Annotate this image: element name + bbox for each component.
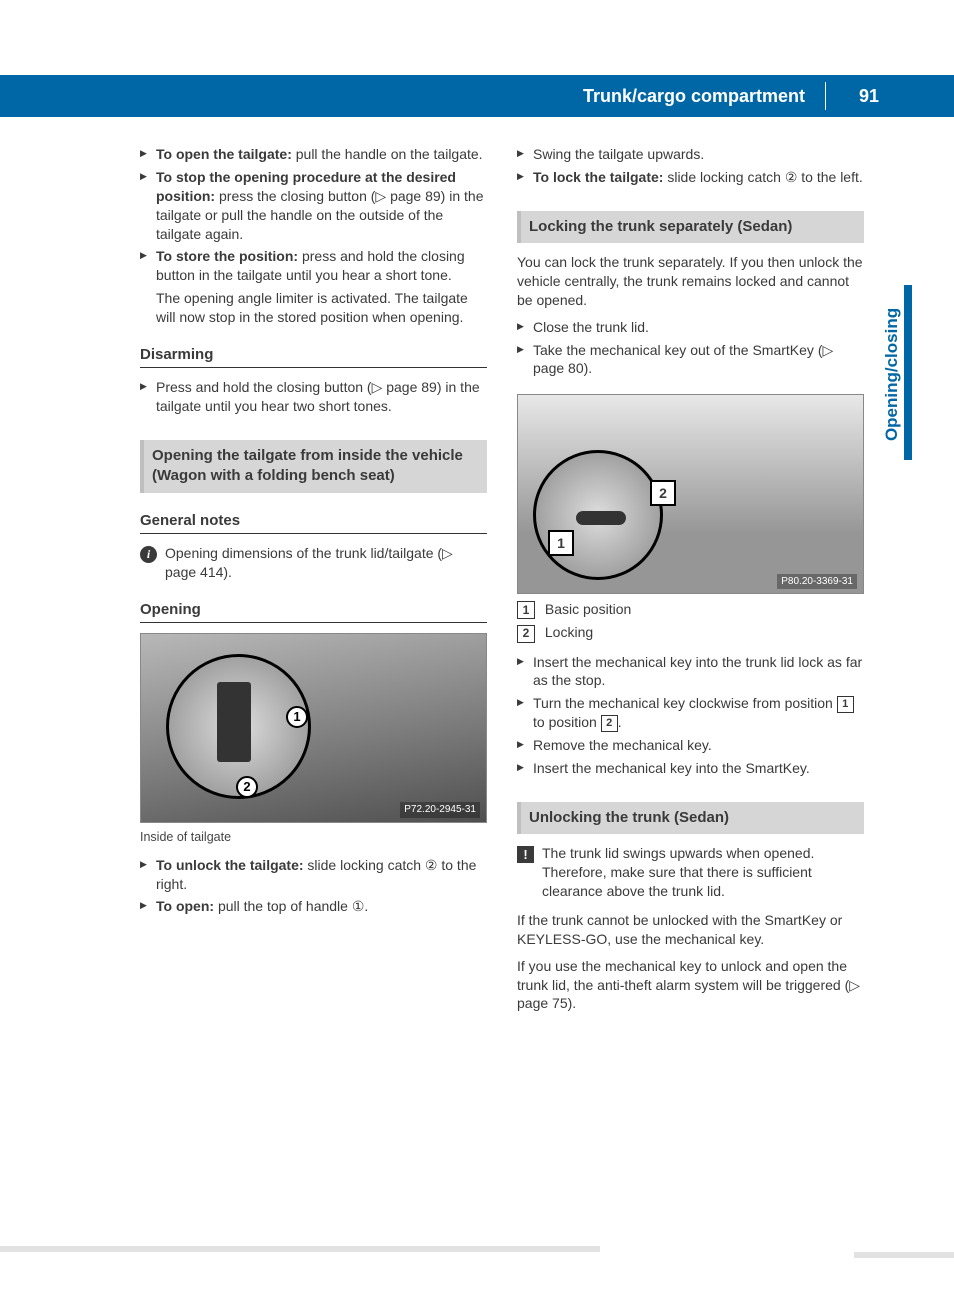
step-list-top-right: Swing the tailgate upwards. To lock the … bbox=[517, 145, 864, 187]
step-item: To open the tailgate: pull the handle on… bbox=[140, 145, 487, 164]
section-heading-opening-inside: Opening the tailgate from inside the veh… bbox=[140, 440, 487, 493]
step-bold: To lock the tailgate: bbox=[533, 169, 663, 185]
warning-text: The trunk lid swings upwards when opened… bbox=[542, 844, 864, 901]
step-list-top-left: To open the tailgate: pull the handle on… bbox=[140, 145, 487, 327]
right-column: Swing the tailgate upwards. To lock the … bbox=[517, 145, 864, 1021]
step-item: To store the position: press and hold th… bbox=[140, 247, 487, 327]
step-item: Insert the mechanical key into the trunk… bbox=[517, 653, 864, 691]
warning-row: ! The trunk lid swings upwards when open… bbox=[517, 844, 864, 901]
figure-code: P80.20-3369-31 bbox=[777, 574, 857, 590]
step-item: To open: pull the top of handle ①. bbox=[140, 897, 487, 916]
side-tab-bar bbox=[904, 285, 912, 460]
opening-heading: Opening bbox=[140, 600, 487, 623]
step-item: Insert the mechanical key into the Smart… bbox=[517, 759, 864, 778]
warning-icon: ! bbox=[517, 846, 534, 863]
header-divider bbox=[825, 82, 826, 110]
step-text: slide locking catch ② to the left. bbox=[663, 169, 862, 185]
left-column: To open the tailgate: pull the handle on… bbox=[140, 145, 487, 1021]
pos-1-icon: 1 bbox=[837, 696, 854, 713]
info-icon: i bbox=[140, 546, 157, 563]
step-bold: To store the position: bbox=[156, 248, 298, 264]
step-item: To unlock the tailgate: slide locking ca… bbox=[140, 856, 487, 894]
locking-steps-2: Insert the mechanical key into the trunk… bbox=[517, 653, 864, 778]
figure-tailgate-inside: 1 2 P72.20-2945-31 bbox=[140, 633, 487, 823]
step-follow: The opening angle limiter is activated. … bbox=[156, 289, 487, 327]
callout-2: 2 bbox=[236, 776, 258, 798]
content-area: To open the tailgate: pull the handle on… bbox=[140, 145, 864, 1021]
info-row: i Opening dimensions of the trunk lid/ta… bbox=[140, 544, 487, 582]
step-item: Press and hold the closing button (▷ pag… bbox=[140, 378, 487, 416]
side-tab-label: Opening/closing bbox=[881, 308, 904, 441]
step-text: pull the handle on the tailgate. bbox=[292, 146, 483, 162]
footer-rule-left bbox=[0, 1246, 600, 1252]
legend-key: 2 bbox=[517, 625, 535, 643]
figure-code: P72.20-2945-31 bbox=[400, 802, 480, 818]
disarming-heading: Disarming bbox=[140, 345, 487, 368]
section-heading-locking-separately: Locking the trunk separately (Sedan) bbox=[517, 211, 864, 243]
step-item: To lock the tailgate: slide locking catc… bbox=[517, 168, 864, 187]
header-title: Trunk/cargo compartment bbox=[583, 84, 825, 108]
figure-handle bbox=[217, 682, 251, 762]
locking-steps-1: Close the trunk lid. Take the mechanical… bbox=[517, 318, 864, 379]
legend-row: 2 Locking bbox=[517, 623, 864, 642]
step-bold: To open the tailgate: bbox=[156, 146, 292, 162]
footer-rule-right bbox=[854, 1252, 954, 1258]
legend-key: 1 bbox=[517, 601, 535, 619]
legend-label: Basic position bbox=[545, 601, 631, 617]
step-text: pull the top of handle ①. bbox=[214, 898, 368, 914]
header-bar: Trunk/cargo compartment 91 bbox=[0, 75, 954, 117]
step-item: Turn the mechanical key clockwise from p… bbox=[517, 694, 864, 732]
figure-caption: Inside of tailgate bbox=[140, 829, 487, 846]
figure-trunk-lock: 2 1 P80.20-3369-31 bbox=[517, 394, 864, 594]
figure-lens bbox=[166, 654, 311, 799]
callout-1: 1 bbox=[286, 706, 308, 728]
step-bold: To unlock the tailgate: bbox=[156, 857, 304, 873]
step-item: Take the mechanical key out of the Smart… bbox=[517, 341, 864, 379]
pos-2-icon: 2 bbox=[601, 715, 618, 732]
legend-row: 1 Basic position bbox=[517, 600, 864, 619]
disarming-steps: Press and hold the closing button (▷ pag… bbox=[140, 378, 487, 416]
paragraph: If you use the mechanical key to unlock … bbox=[517, 957, 864, 1014]
step-text: Swing the tailgate upwards. bbox=[533, 146, 704, 162]
figure-keyhole bbox=[576, 511, 626, 525]
paragraph: If the trunk cannot be unlocked with the… bbox=[517, 911, 864, 949]
page-number: 91 bbox=[844, 84, 894, 108]
step-item: To stop the opening procedure at the des… bbox=[140, 168, 487, 244]
section-heading-unlocking: Unlocking the trunk (Sedan) bbox=[517, 802, 864, 834]
side-tab: Opening/closing bbox=[884, 285, 912, 460]
step-item: Swing the tailgate upwards. bbox=[517, 145, 864, 164]
intro-paragraph: You can lock the trunk separately. If yo… bbox=[517, 253, 864, 310]
step-item: Close the trunk lid. bbox=[517, 318, 864, 337]
step-bold: To open: bbox=[156, 898, 214, 914]
step-item: Remove the mechanical key. bbox=[517, 736, 864, 755]
opening-steps: To unlock the tailgate: slide locking ca… bbox=[140, 856, 487, 917]
general-notes-heading: General notes bbox=[140, 511, 487, 534]
callout-box-1: 1 bbox=[548, 530, 574, 556]
info-text: Opening dimensions of the trunk lid/tail… bbox=[165, 544, 487, 582]
legend-label: Locking bbox=[545, 624, 593, 640]
figure-lens bbox=[533, 450, 663, 580]
callout-box-2: 2 bbox=[650, 480, 676, 506]
